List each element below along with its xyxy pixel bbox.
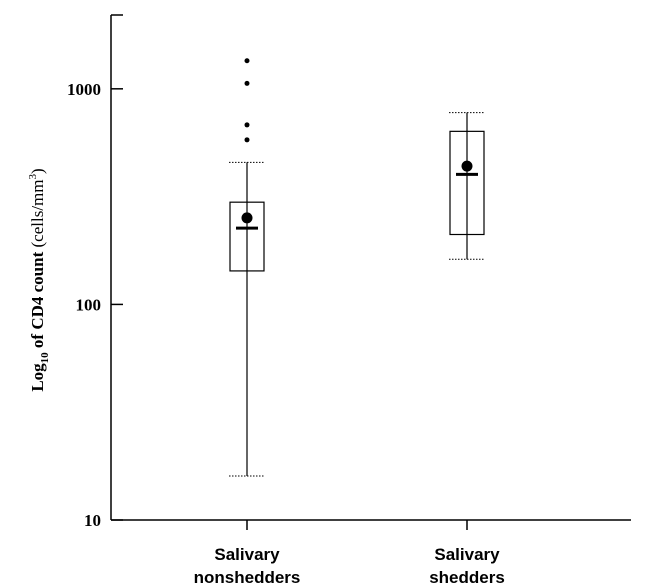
- y-ticks: 10 100 1000: [67, 80, 123, 530]
- y-title-superscript: 3: [27, 174, 39, 180]
- x-category-label: nonshedders: [194, 568, 301, 587]
- y-title-subscript: 10: [39, 352, 51, 364]
- iqr-box: [449, 130, 485, 236]
- x-ticks: Salivary nonshedders Salivary shedders: [194, 520, 505, 587]
- outlier-point: [244, 58, 250, 64]
- x-category-label: Salivary: [214, 545, 280, 564]
- axes: [110, 14, 631, 521]
- y-tick-label: 1000: [67, 80, 101, 99]
- y-axis-title: Log10 of CD4 count (cells/mm3): [27, 168, 51, 391]
- outlier-point: [244, 137, 250, 143]
- x-category-label: Salivary: [434, 545, 500, 564]
- boxes: [229, 58, 485, 477]
- mean-marker: [461, 160, 473, 172]
- x-category-label: shedders: [429, 568, 505, 587]
- y-title-unit-end: ): [28, 168, 47, 174]
- y-tick-label: 100: [76, 295, 102, 314]
- y-title-middle: of CD4 count: [28, 247, 47, 352]
- y-title-unit-start: (cells/mm: [28, 180, 47, 248]
- box-group: [449, 112, 485, 260]
- mean-marker: [241, 212, 253, 224]
- y-tick-label: 10: [84, 511, 101, 530]
- outlier-point: [244, 80, 250, 86]
- iqr-box: [229, 201, 265, 272]
- box-group: [229, 58, 265, 477]
- y-title-prefix: Log: [28, 363, 47, 392]
- outlier-point: [244, 122, 250, 128]
